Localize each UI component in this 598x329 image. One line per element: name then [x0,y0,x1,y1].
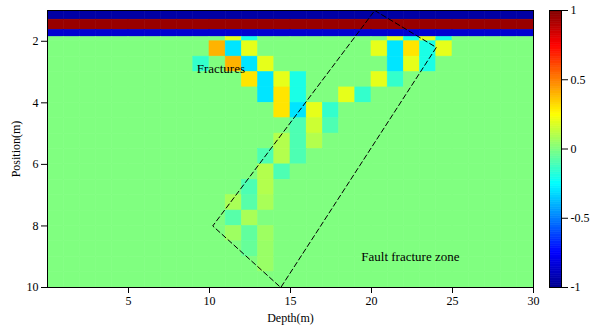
svg-text:1: 1 [571,3,577,17]
svg-text:10: 10 [27,280,39,294]
svg-text:Fractures: Fractures [197,61,245,76]
svg-text:-1: -1 [571,280,581,294]
svg-text:30: 30 [528,294,540,308]
svg-text:Depth(m): Depth(m) [267,311,314,325]
svg-text:25: 25 [447,294,459,308]
svg-text:15: 15 [285,294,297,308]
svg-text:0: 0 [571,142,577,156]
svg-text:4: 4 [33,96,39,110]
svg-text:20: 20 [366,294,378,308]
svg-text:6: 6 [33,157,39,171]
svg-text:Position(m): Position(m) [9,121,23,178]
svg-text:2: 2 [33,34,39,48]
svg-text:Fault fracture zone: Fault fracture zone [361,249,459,264]
svg-text:10: 10 [204,294,216,308]
svg-text:-0.5: -0.5 [571,211,590,225]
svg-text:8: 8 [33,219,39,233]
svg-text:0.5: 0.5 [571,73,586,87]
svg-text:5: 5 [126,294,132,308]
